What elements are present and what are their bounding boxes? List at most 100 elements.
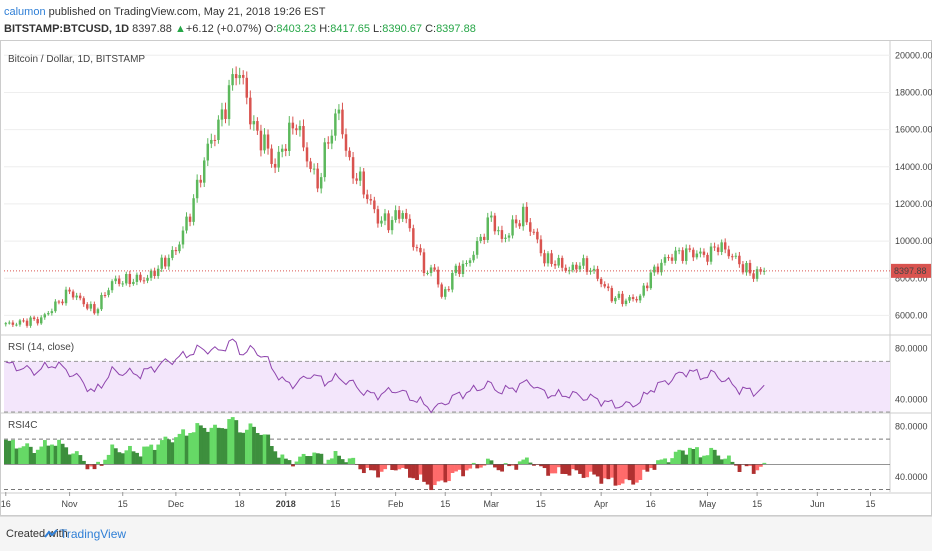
candle-down — [560, 257, 564, 268]
candle-up — [64, 289, 68, 304]
rsi4c-bar-down — [748, 464, 753, 466]
candle-down — [436, 269, 440, 285]
candle-down — [447, 289, 451, 291]
rsi4c-bar-down — [450, 464, 455, 473]
rsi4c-bar-down — [397, 464, 402, 470]
rsi4c-bar-up — [170, 442, 175, 465]
candle-down — [564, 267, 567, 271]
rsi4c-bar-up — [142, 446, 147, 465]
rsi4c-bar-up — [283, 458, 288, 465]
high-value: 8417.65 — [330, 23, 370, 35]
x-tick-label: 15 — [752, 499, 762, 509]
candle-up — [755, 269, 759, 279]
rsi4c-bar-up — [216, 427, 221, 465]
rsi4c-bar-up — [159, 440, 164, 465]
rsi4c-bar-down — [737, 464, 742, 472]
rsi4c-bar-down — [571, 464, 575, 470]
candle-up — [114, 278, 117, 282]
candle-up — [628, 297, 631, 301]
low-label: L: — [373, 23, 383, 35]
candle-up — [252, 121, 256, 125]
publisher-user[interactable]: calumon — [4, 6, 46, 18]
rsi4c-bar-up — [152, 449, 157, 465]
candle-up — [75, 295, 78, 298]
price-tick-label: 16000.00 — [895, 125, 932, 135]
candle-up — [490, 215, 493, 218]
candle-up — [511, 219, 514, 236]
rsi4c-bar-up — [167, 439, 171, 465]
candle-up — [185, 216, 188, 231]
footer-brand[interactable]: TradingView — [60, 527, 127, 541]
rsi4c-bar-down — [379, 464, 384, 472]
candle-up — [383, 213, 387, 221]
candle-down — [748, 262, 752, 274]
candle-down — [635, 299, 638, 301]
chart-svg[interactable]: 20000.00 18000.00 16000.00 14000.00 12000.00… — [0, 40, 932, 516]
close-value: 8397.88 — [436, 23, 476, 35]
candle-down — [550, 253, 553, 264]
rsi4c-bar-up — [252, 426, 256, 465]
candle-down — [344, 134, 348, 151]
candle-down — [553, 263, 557, 266]
rsi4c-bar-up — [198, 425, 203, 465]
rsi4c-bar-up — [485, 458, 490, 465]
candle-up — [323, 142, 326, 178]
rsi4c-bar-down — [291, 464, 295, 467]
candle-up — [334, 113, 337, 136]
rsi4c-bar-down — [369, 464, 373, 471]
candle-down — [362, 171, 365, 195]
candle-down — [82, 298, 85, 305]
rsi4c-bar-down — [404, 464, 409, 469]
rsi4c-bar-up — [78, 455, 83, 465]
candle-down — [224, 109, 227, 120]
rsi4c-bar-up — [287, 460, 292, 465]
candle-up — [50, 311, 54, 314]
rsi4c-bar-down — [400, 464, 405, 468]
rsi4c-bar-down — [556, 464, 561, 468]
rsi4c-bar-down — [436, 464, 441, 482]
rsi4c-bar-down — [478, 464, 483, 468]
candle-up — [312, 168, 316, 170]
rsi4c-bar-up — [103, 459, 108, 465]
candle-up — [178, 244, 181, 252]
rsi4c-bar-up — [312, 452, 317, 465]
candle-up — [684, 248, 688, 261]
candle-down — [93, 304, 96, 314]
rsi4c-bar-down — [383, 464, 388, 470]
rsi4c-tick-label: 80.0000 — [895, 422, 928, 432]
rsi-tick-label: 80.0000 — [895, 344, 928, 354]
rsi4c-bar-up — [7, 440, 12, 465]
rsi4c-bar-down — [89, 464, 93, 467]
rsi4c-bar-up — [326, 459, 331, 465]
open-value: 8403.23 — [276, 23, 317, 35]
candle-down — [22, 320, 25, 322]
rsi4c-bar-up — [273, 451, 278, 465]
rsi4c-bar-down — [447, 464, 451, 482]
candle-down — [716, 247, 720, 252]
candle-up — [546, 253, 550, 264]
rsi4c-bar-up — [730, 461, 735, 465]
candle-down — [621, 293, 624, 305]
rsi4c-bar-up — [138, 456, 143, 465]
rsi4c-bar-up — [213, 424, 217, 465]
candle-up — [394, 210, 397, 221]
candle-up — [479, 236, 482, 242]
rsi4c-bar-down — [602, 464, 607, 479]
candle-up — [617, 293, 621, 298]
candle-up — [18, 320, 22, 325]
x-tick-label: Nov — [62, 499, 79, 509]
candle-down — [681, 250, 684, 261]
candle-down — [631, 297, 635, 300]
rsi4c-bar-up — [259, 434, 264, 465]
rsi4c-bar-down — [595, 464, 600, 477]
rsi4c-bar-up — [230, 417, 235, 465]
rsi4c-bar-up — [762, 462, 767, 465]
candle-up — [217, 119, 220, 141]
candle-down — [670, 257, 674, 261]
candle-up — [8, 322, 11, 324]
candle-down — [327, 142, 330, 144]
rsi4c-bar-up — [11, 439, 15, 465]
candle-up — [699, 251, 702, 254]
rsi4c-bar-down — [514, 464, 519, 470]
candle-down — [234, 74, 238, 79]
